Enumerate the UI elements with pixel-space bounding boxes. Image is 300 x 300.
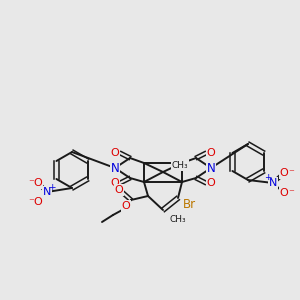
Text: N: N [111,161,119,175]
Text: Br: Br [182,197,196,211]
Text: O: O [122,201,130,211]
Text: O: O [34,178,42,188]
Text: CH₃: CH₃ [170,214,186,224]
Text: ⁻: ⁻ [288,168,294,178]
Text: ⁻: ⁻ [28,197,34,207]
Text: O: O [115,185,123,195]
Text: ⁻: ⁻ [28,178,34,188]
Text: CH₃: CH₃ [172,160,188,169]
Text: O: O [34,197,42,207]
Text: O: O [280,168,288,178]
Text: O: O [207,178,215,188]
Text: +: + [48,182,56,191]
Text: N: N [207,161,215,175]
Text: N: N [43,187,51,197]
Text: ⁻: ⁻ [288,188,294,198]
Text: +: + [264,173,272,182]
Text: O: O [207,148,215,158]
Text: N: N [269,178,277,188]
Text: O: O [111,178,119,188]
Text: O: O [111,148,119,158]
Text: O: O [280,188,288,198]
